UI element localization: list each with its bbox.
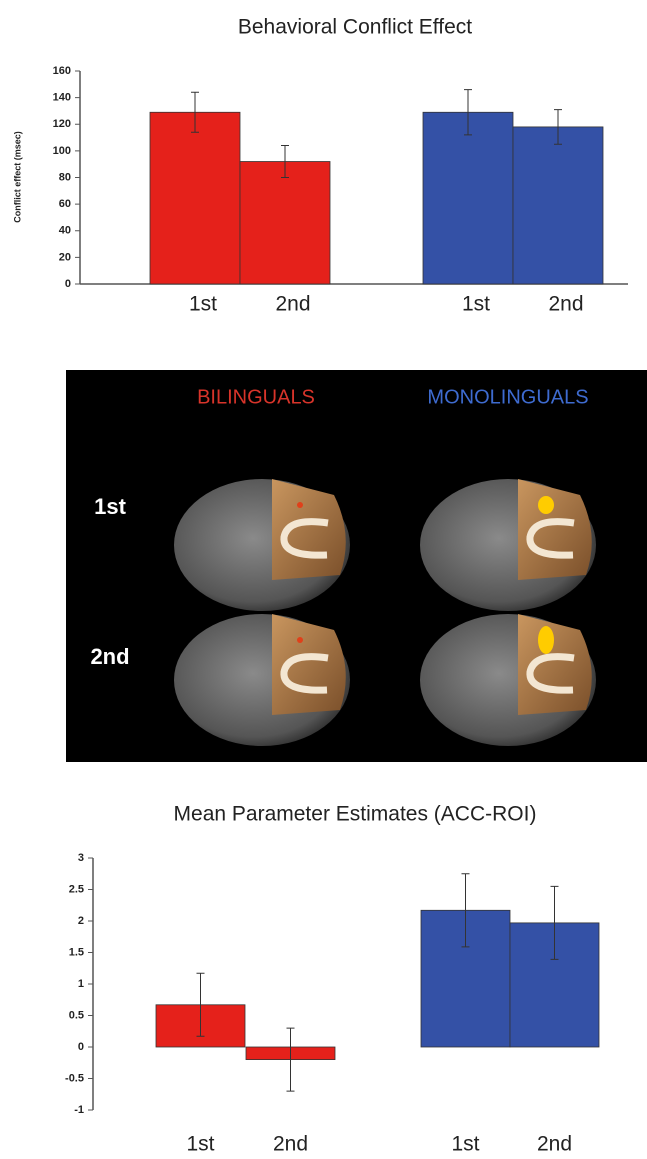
x-tick-label: 1st <box>189 293 217 316</box>
y-tick-label: 80 <box>59 171 71 183</box>
bar <box>513 127 603 284</box>
y-tick-label: 0 <box>78 1041 84 1053</box>
x-tick-label: 2nd <box>548 293 583 316</box>
x-tick-label: 2nd <box>275 293 310 316</box>
x-tick-label: 1st <box>451 1133 479 1156</box>
y-tick-label: 0.5 <box>69 1009 84 1021</box>
bar <box>423 112 513 284</box>
activation <box>297 637 303 643</box>
activation <box>538 626 554 654</box>
y-tick-label: 3 <box>78 852 84 864</box>
figure: BILINGUALS MONOLINGUALS 1st 2nd Behavior… <box>0 0 647 1159</box>
bar <box>150 112 240 284</box>
column-label: BILINGUALS <box>197 386 315 408</box>
column-label: MONOLINGUALS <box>427 386 588 408</box>
activation <box>538 496 554 514</box>
chart-title: Behavioral Conflict Effect <box>238 16 472 39</box>
y-tick-label: 1.5 <box>69 946 84 958</box>
page: {"chart_data": [ {"type": "bar", "title"… <box>0 0 647 1159</box>
y-tick-label: 160 <box>53 65 71 77</box>
chart-title: Mean Parameter Estimates (ACC-ROI) <box>174 803 537 826</box>
y-tick-label: 120 <box>53 118 71 130</box>
x-tick-label: 1st <box>462 293 490 316</box>
row-label: 2nd <box>90 644 129 669</box>
y-tick-label: 20 <box>59 251 71 263</box>
row-label: 1st <box>94 494 126 519</box>
y-axis-label: Conflict effect (msec) <box>12 131 22 223</box>
y-tick-label: -0.5 <box>65 1072 84 1084</box>
y-tick-label: -1 <box>74 1104 84 1116</box>
x-tick-label: 2nd <box>537 1133 572 1156</box>
bar <box>240 162 330 284</box>
y-tick-label: 40 <box>59 225 71 237</box>
y-tick-label: 100 <box>53 145 71 157</box>
y-tick-label: 2 <box>78 915 84 927</box>
x-tick-label: 2nd <box>273 1133 308 1156</box>
x-tick-label: 1st <box>186 1133 214 1156</box>
y-tick-label: 60 <box>59 198 71 210</box>
y-tick-label: 0 <box>65 278 71 290</box>
y-tick-label: 1 <box>78 978 84 990</box>
activation <box>297 502 303 508</box>
y-tick-label: 140 <box>53 92 71 104</box>
y-tick-label: 2.5 <box>69 883 84 895</box>
